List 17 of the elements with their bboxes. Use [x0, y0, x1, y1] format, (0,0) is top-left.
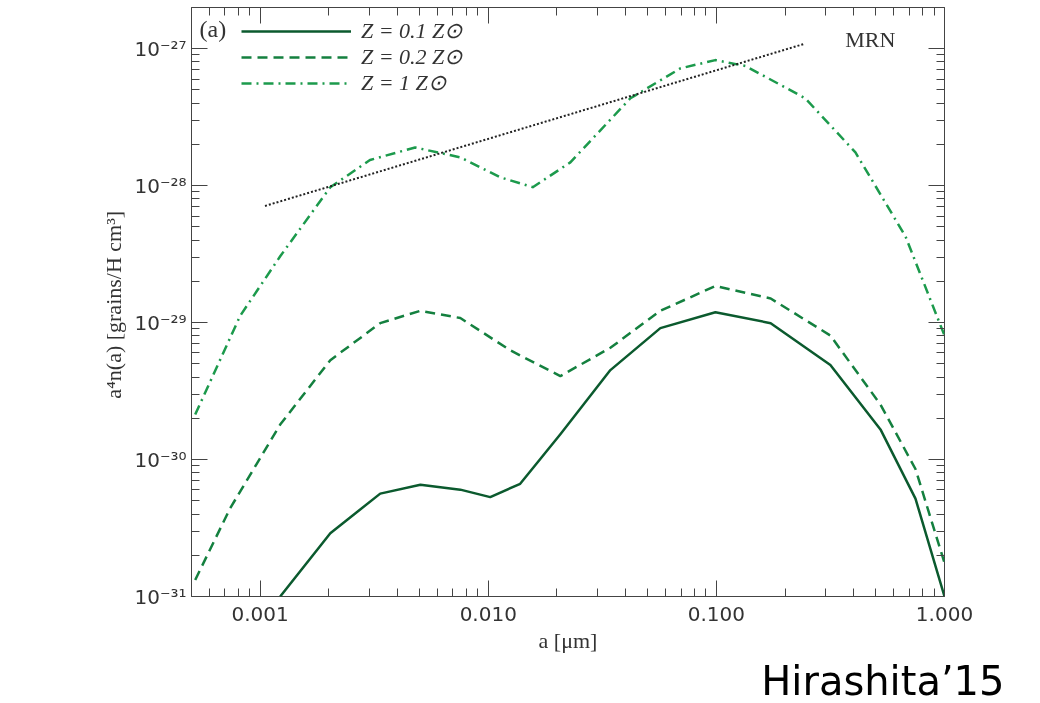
series-label: MRN	[845, 26, 896, 52]
y-tick-label: 10⁻²⁸	[134, 173, 187, 198]
x-tick-label: 0.010	[459, 601, 517, 626]
text: Hirashita’15	[761, 657, 1005, 703]
x-tick-label: 1.000	[915, 601, 974, 626]
y-axis-title: a⁴n(a) [grains/H cm³]	[101, 210, 127, 399]
y-tick-label: 10⁻²⁷	[134, 36, 187, 61]
legend-label: Z = 0.1 Z⊙	[361, 18, 463, 44]
x-axis-title: a [μm]	[538, 627, 598, 653]
y-tick-label: 10⁻³¹	[134, 584, 187, 609]
y-tick-label: 10⁻³⁰	[134, 447, 187, 472]
x-tick-label: 0.001	[231, 601, 289, 626]
annotation: (a)	[199, 15, 227, 42]
legend-label: Z = 0.2 Z⊙	[361, 44, 463, 70]
legend-label: Z = 1 Z⊙	[361, 70, 446, 96]
y-tick-label: 10⁻²⁹	[134, 310, 187, 335]
x-tick-label: 0.100	[687, 601, 746, 626]
